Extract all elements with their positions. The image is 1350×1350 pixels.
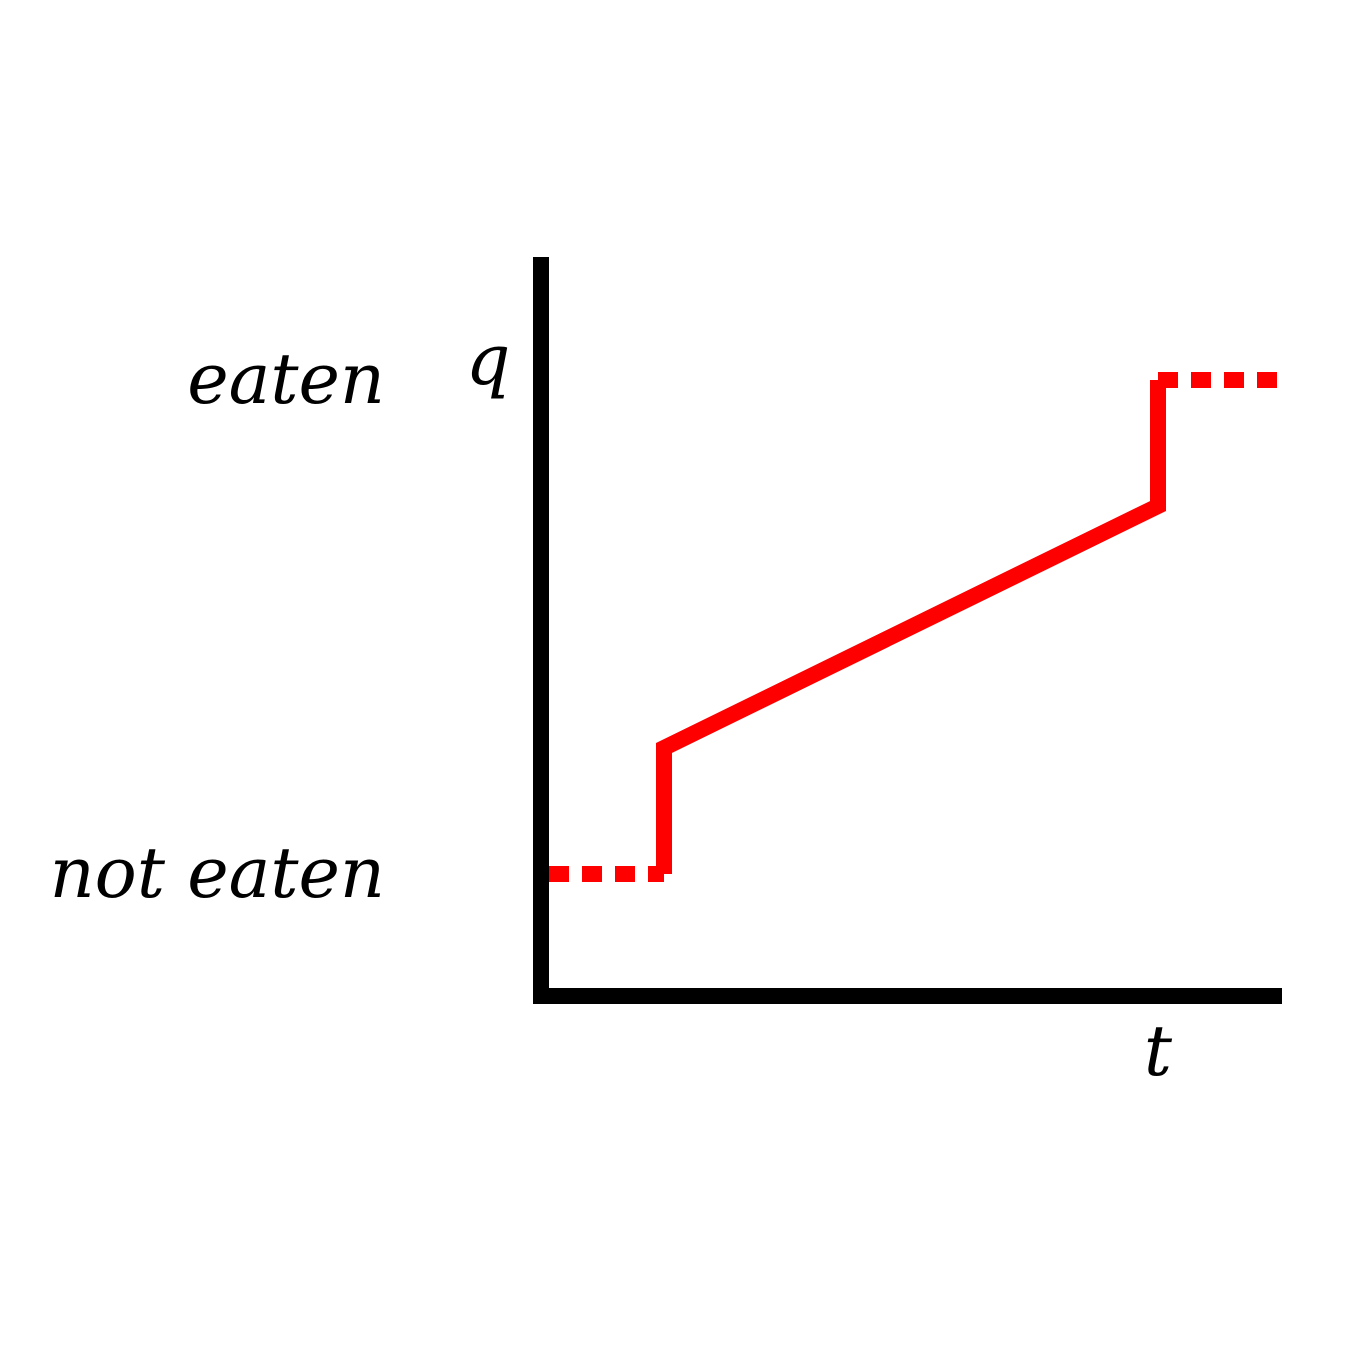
eaten-level-label: eaten — [187, 338, 385, 420]
x-axis-label: t — [1144, 1010, 1173, 1092]
transition-solid-path — [656, 380, 1166, 874]
not-eaten-level-label: not eaten — [50, 832, 385, 914]
y-axis-label: q — [466, 319, 511, 401]
axes — [533, 257, 1282, 1004]
trajectory — [549, 372, 1282, 882]
